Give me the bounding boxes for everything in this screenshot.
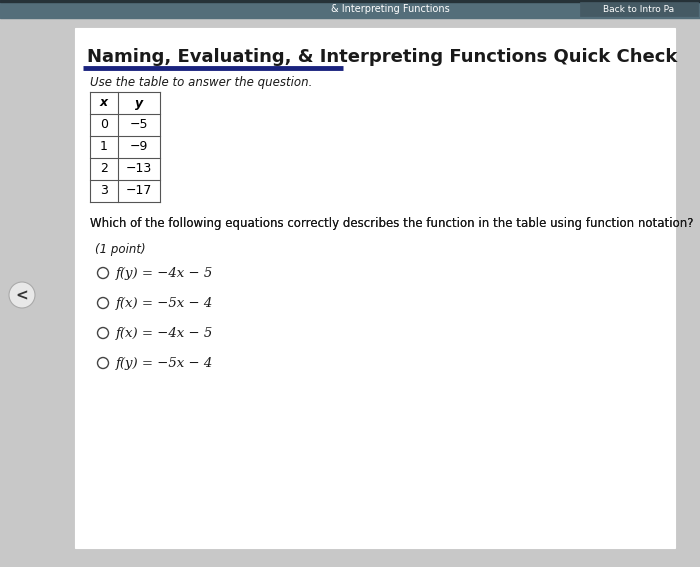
Circle shape	[97, 328, 108, 338]
Bar	[90, 92, 160, 202]
Circle shape	[97, 358, 108, 369]
Bar	[580, 2, 698, 16]
Text: 0: 0	[100, 119, 108, 132]
Bar	[0, 0, 700, 18]
Text: x: x	[100, 96, 108, 109]
Text: −5: −5	[130, 119, 148, 132]
Text: f(y) = −5x − 4: f(y) = −5x − 4	[116, 357, 214, 370]
Circle shape	[97, 298, 108, 308]
Text: Use the table to answer the question.: Use the table to answer the question.	[90, 76, 312, 89]
Text: f(x) = −4x − 5: f(x) = −4x − 5	[116, 327, 214, 340]
Circle shape	[9, 282, 35, 308]
Text: Back to Intro Pa: Back to Intro Pa	[603, 5, 675, 14]
Text: (1 point): (1 point)	[95, 243, 146, 256]
Text: 2: 2	[100, 163, 108, 176]
Text: −17: −17	[126, 184, 152, 197]
Bar	[0, 0, 700, 2]
Text: & Interpreting Functions: & Interpreting Functions	[330, 4, 449, 14]
Text: f(y) = −4x − 5: f(y) = −4x − 5	[116, 266, 214, 280]
Text: Which of the following equations correctly describes the function in the table u: Which of the following equations correct…	[90, 217, 694, 230]
Text: −13: −13	[126, 163, 152, 176]
Text: f(x) = −5x − 4: f(x) = −5x − 4	[116, 297, 214, 310]
Circle shape	[97, 268, 108, 278]
Text: Which of the following equations correctly describes the function in the table u: Which of the following equations correct…	[90, 217, 694, 230]
Bar	[75, 28, 675, 548]
Text: 1: 1	[100, 141, 108, 154]
Text: 🔇: 🔇	[390, 464, 391, 466]
Text: <: <	[15, 289, 29, 303]
Text: 3: 3	[100, 184, 108, 197]
Text: Naming, Evaluating, & Interpreting Functions Quick Check: Naming, Evaluating, & Interpreting Funct…	[87, 48, 678, 66]
Text: −9: −9	[130, 141, 148, 154]
Text: y: y	[135, 96, 143, 109]
